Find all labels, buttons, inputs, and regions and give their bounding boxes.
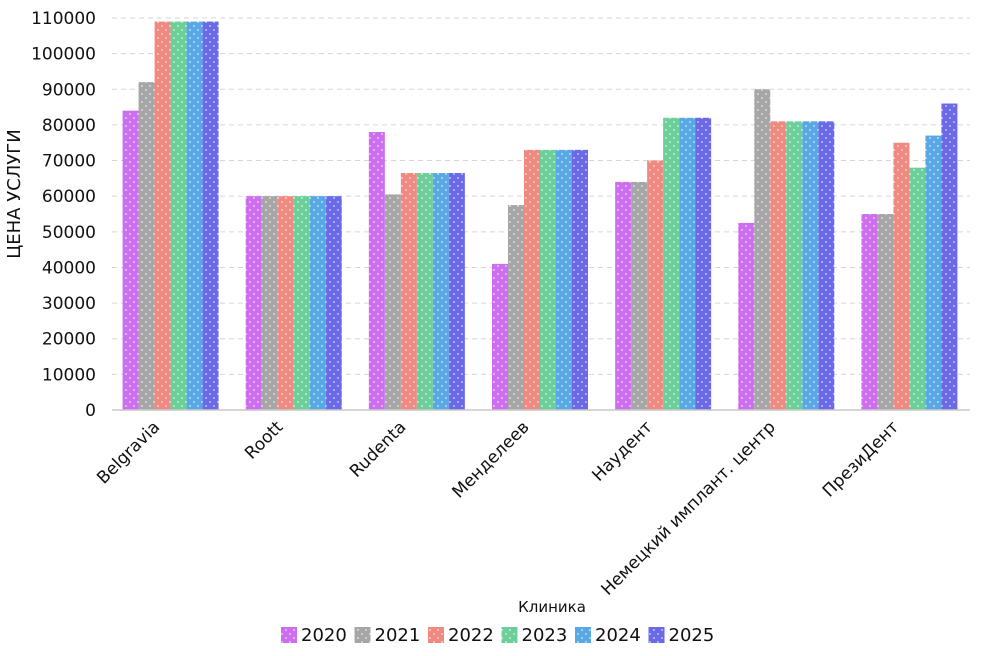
bar-2020 [738,222,755,410]
bar-2025 [448,173,465,410]
bar-2020 [122,110,139,411]
bar-2021 [508,205,524,410]
bar-2022 [647,160,664,410]
bar-2021 [384,194,401,410]
bars [122,21,958,411]
y-tick-label: 50000 [42,223,96,243]
bar-2022 [770,121,787,410]
bar-2023 [540,149,556,410]
bar-2025 [818,121,835,410]
legend: 2020 2021 2022 2023 2024 2025 [281,625,714,646]
y-axis-ticks: 0 10000 20000 30000 40000 50000 60000 70000 8000… [31,9,96,421]
bar-2022 [277,196,294,410]
legend-label-2025: 2025 [669,625,715,646]
bar-2023 [909,167,926,410]
bar-2020 [615,181,632,410]
x-tick-label: Менделеев [448,417,533,502]
bar-2020 [368,132,385,410]
x-tick-label: ПрезиДент [819,417,903,501]
bar-2024 [925,135,942,410]
legend-swatch-2022 [428,627,444,643]
bar-2020 [492,263,508,410]
bar-2025 [202,21,219,411]
legend-swatch-2025 [648,627,665,643]
bar-2025 [695,117,712,411]
bar-2021 [877,214,894,410]
x-axis-title: Клиника [518,598,586,616]
bar-2022 [154,21,171,411]
bar-2021 [631,181,648,410]
bar-2024 [432,173,449,410]
y-tick-label: 70000 [42,152,96,172]
bar-2025 [941,103,958,410]
y-tick-label: 80000 [42,116,96,136]
x-tick-label: Roott [241,417,287,463]
x-tick-label: Rudenta [346,417,410,481]
bar-2021 [138,82,155,411]
legend-swatch-2023 [501,627,518,643]
legend-label-2023: 2023 [522,625,568,646]
legend-swatch-2024 [575,627,591,643]
legend-swatch-2021 [354,627,371,643]
legend-label-2022: 2022 [448,625,494,646]
bar-2023 [416,173,433,410]
legend-label-2024: 2024 [595,625,641,646]
bar-2023 [663,117,680,411]
y-tick-label: 100000 [31,45,96,65]
bar-2025 [572,149,588,410]
y-tick-label: 30000 [42,294,96,314]
bar-2021 [754,89,771,410]
x-tick-label: Наудент [588,417,656,485]
bar-2023 [170,21,187,411]
y-axis-title: ЦЕНА УСЛУГИ [4,129,25,258]
x-tick-label: Belgravia [93,417,164,488]
bar-2024 [556,149,572,410]
bar-2020 [861,214,878,410]
legend-swatch-2020 [281,627,297,643]
y-tick-label: 40000 [42,258,96,278]
bar-2022 [524,149,540,410]
bar-2022 [400,173,417,410]
y-tick-label: 10000 [42,365,96,385]
bar-2022 [893,142,910,410]
bar-2025 [325,196,342,410]
y-tick-label: 90000 [42,80,96,100]
bar-2024 [679,117,696,411]
bar-2021 [261,196,278,410]
bar-2020 [245,196,262,410]
y-tick-label: 60000 [42,187,96,207]
legend-label-2021: 2021 [375,625,421,646]
y-tick-label: 0 [85,401,96,421]
x-axis-ticks: Belgravia Roott Rudenta Менделеев НаудентНем… [93,417,903,600]
bar-2024 [802,121,819,410]
y-tick-label: 20000 [42,330,96,350]
bar-2024 [309,196,326,410]
legend-label-2020: 2020 [301,625,347,646]
bar-2023 [293,196,310,410]
bar-2023 [786,121,803,410]
y-tick-label: 110000 [31,9,96,29]
bar-2024 [186,21,203,411]
